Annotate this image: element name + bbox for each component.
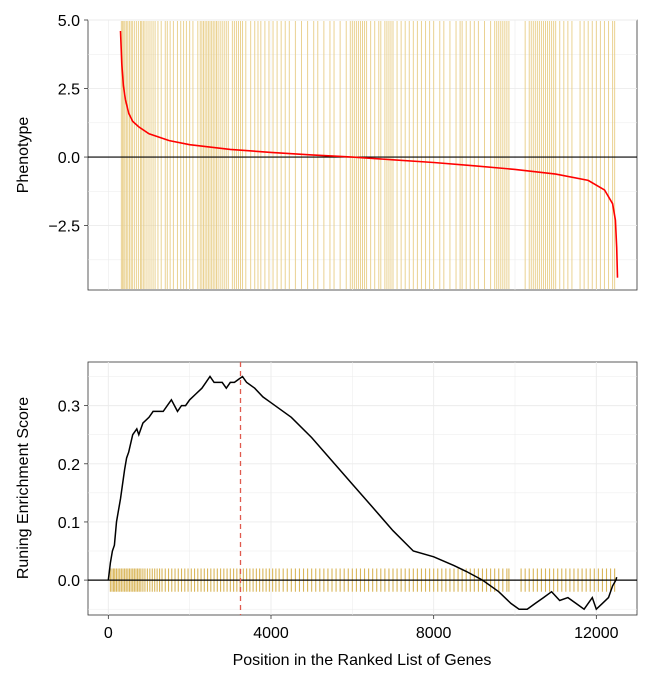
running-enrichment-x-ticks: 0 4000 8000 12000	[104, 615, 619, 642]
x-tick-label: 4000	[253, 625, 289, 642]
running-enrichment-y-ticks: 0.0 0.1 0.2 0.3	[58, 399, 88, 590]
y-tick-label: 5.0	[58, 13, 80, 30]
y-tick-label: 0.2	[58, 457, 80, 474]
running-enrichment-curve	[107, 375, 618, 611]
running-enrichment-x-axis-label: Position in the Ranked List of Genes	[233, 652, 492, 669]
y-tick-label: 0.3	[58, 399, 80, 416]
phenotype-gene-set-bars	[120, 21, 616, 289]
y-tick-label: 0.1	[58, 515, 80, 532]
running-enrichment-panel: 0.0 0.1 0.2 0.3 0 4000 8000 12000 Runing Enric…	[15, 361, 638, 669]
phenotype-y-ticks: 5.0 2.5 0.0 −2.5	[48, 13, 88, 236]
y-tick-label: 0.0	[58, 573, 80, 590]
x-tick-label: 12000	[574, 625, 619, 642]
running-enrichment-plot-area	[87, 361, 638, 616]
phenotype-panel: 5.0 2.5 0.0 −2.5 Phenotype	[15, 13, 638, 291]
running-enrichment-y-axis-label: Runing Enrichment Score	[15, 397, 32, 579]
y-tick-label: 0.0	[58, 150, 80, 167]
y-tick-label: 2.5	[58, 82, 80, 99]
phenotype-y-axis-label: Phenotype	[15, 117, 32, 194]
x-tick-label: 0	[104, 625, 113, 642]
phenotype-curve	[119, 30, 619, 278]
x-tick-label: 8000	[416, 625, 452, 642]
y-tick-label: −2.5	[48, 219, 80, 236]
